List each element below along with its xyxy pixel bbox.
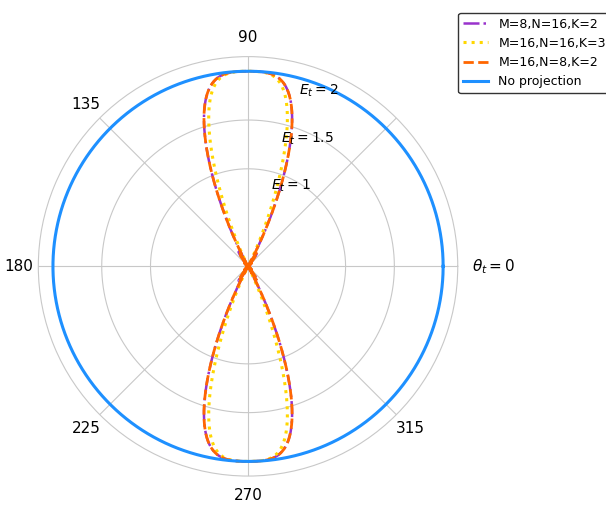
No projection [426, 192, 433, 198]
Line: M=16,N=8,K=2: M=16,N=8,K=2 [204, 71, 292, 462]
M=8,N=16,K=2 [244, 263, 251, 269]
Text: $E_t = 1.5$: $E_t = 1.5$ [281, 131, 334, 147]
Line: M=16,N=16,K=3: M=16,N=16,K=3 [208, 71, 287, 462]
Text: $E_t = 2$: $E_t = 2$ [299, 83, 339, 99]
No projection [439, 258, 447, 264]
No projection [309, 79, 316, 85]
M=16,N=8,K=2 [244, 263, 251, 269]
M=16,N=16,K=3 [245, 264, 253, 270]
M=8,N=16,K=2 [246, 264, 253, 270]
Text: $E_t = 1$: $E_t = 1$ [271, 177, 311, 194]
Line: No projection: No projection [53, 71, 443, 462]
M=8,N=16,K=2 [245, 263, 252, 269]
M=16,N=8,K=2 [244, 263, 251, 269]
Text: $\theta_t=0$: $\theta_t=0$ [473, 257, 516, 276]
M=16,N=8,K=2 [246, 264, 253, 270]
M=8,N=16,K=2 [244, 263, 251, 269]
M=8,N=16,K=2 [244, 68, 251, 75]
No projection [439, 263, 447, 269]
M=8,N=16,K=2 [285, 146, 293, 152]
M=16,N=8,K=2 [244, 263, 251, 269]
M=8,N=16,K=2 [245, 263, 252, 269]
M=8,N=16,K=2 [243, 263, 250, 269]
Legend: M=8,N=16,K=2, M=16,N=16,K=3, M=16,N=8,K=2, No projection: M=8,N=16,K=2, M=16,N=16,K=3, M=16,N=8,K=… [458, 12, 606, 93]
No projection [439, 263, 447, 269]
M=16,N=8,K=2 [245, 263, 252, 269]
M=16,N=8,K=2 [245, 263, 252, 269]
M=16,N=8,K=2 [243, 263, 250, 269]
M=16,N=8,K=2 [244, 68, 251, 75]
M=16,N=16,K=3 [244, 263, 251, 269]
M=16,N=16,K=3 [244, 263, 251, 269]
No projection [429, 327, 436, 333]
No projection [433, 213, 440, 219]
M=16,N=8,K=2 [285, 146, 293, 152]
M=16,N=16,K=3 [244, 68, 251, 75]
M=16,N=16,K=3 [244, 263, 251, 269]
M=16,N=16,K=3 [244, 263, 251, 269]
No projection [50, 250, 57, 256]
M=16,N=16,K=3 [245, 263, 252, 269]
M=16,N=16,K=3 [244, 263, 251, 269]
M=8,N=16,K=2 [244, 263, 251, 269]
M=16,N=16,K=3 [276, 175, 283, 181]
Line: M=8,N=16,K=2: M=8,N=16,K=2 [204, 71, 292, 462]
